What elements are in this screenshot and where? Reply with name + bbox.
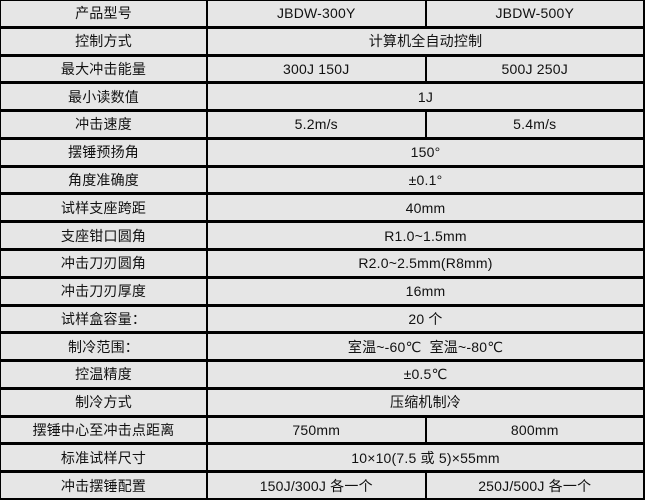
spec-label-pendulum-config: 冲击摆锤配置 (1, 473, 206, 498)
spec-label-product-model: 产品型号 (1, 1, 206, 26)
spec-value-control-mode: 计算机全自动控制 (208, 28, 643, 54)
spec-value-cooling-method: 压缩机制冷 (208, 389, 643, 415)
spec-value-pendulum-config-500y: 250J/500J 各一个 (426, 473, 643, 498)
spec-value-support-jaw-radius: R1.0~1.5mm (208, 223, 643, 248)
spec-value-cooling-range: 室温~-60℃ 室温~-80℃ (208, 334, 643, 360)
spec-value-blade-radius: R2.0~2.5mm(R8mm) (208, 251, 643, 276)
spec-value-speed-500y: 5.4m/s (426, 112, 643, 137)
spec-label-blade-radius: 冲击刀刃圆角 (1, 251, 206, 276)
spec-value-min-reading: 1J (208, 84, 643, 110)
spec-label-max-impact-energy: 最大冲击能量 (1, 56, 206, 82)
spec-value-standard-sample-size: 10×10(7.5 或 5)×55mm (208, 445, 643, 471)
spec-label-min-reading: 最小读数值 (1, 84, 206, 110)
spec-label-support-span: 试样支座跨距 (1, 195, 206, 221)
spec-label-impact-speed: 冲击速度 (1, 112, 206, 137)
spec-label-control-mode: 控制方式 (1, 28, 206, 54)
spec-value-angle-accuracy: ±0.1° (208, 167, 643, 193)
spec-value-max-energy-500y: 500J 250J (426, 56, 643, 82)
spec-value-model-500y: JBDW-500Y (426, 1, 643, 26)
spec-label-pendulum-pre-angle: 摆锤预扬角 (1, 139, 206, 165)
spec-value-temp-control-accuracy: ±0.5℃ (208, 362, 643, 387)
spec-value-model-300y: JBDW-300Y (208, 1, 425, 26)
spec-value-distance-300y: 750mm (208, 417, 425, 443)
spec-label-pendulum-center-distance: 摆锤中心至冲击点距离 (1, 417, 206, 443)
spec-value-blade-thickness: 16mm (208, 278, 643, 304)
spec-value-support-span: 40mm (208, 195, 643, 221)
spec-label-cooling-range: 制冷范围： (1, 334, 206, 360)
spec-label-blade-thickness: 冲击刀刃厚度 (1, 278, 206, 304)
spec-value-speed-300y: 5.2m/s (208, 112, 425, 137)
spec-label-standard-sample-size: 标准试样尺寸 (1, 445, 206, 471)
spec-label-angle-accuracy: 角度准确度 (1, 167, 206, 193)
spec-value-max-energy-300y: 300J 150J (208, 56, 425, 82)
spec-value-pendulum-pre-angle: 150° (208, 139, 643, 165)
spec-label-sample-box-capacity: 试样盒容量： (1, 306, 206, 332)
spec-label-temp-control-accuracy: 控温精度 (1, 362, 206, 387)
spec-label-cooling-method: 制冷方式 (1, 389, 206, 415)
spec-value-distance-500y: 800mm (426, 417, 643, 443)
spec-label-support-jaw-radius: 支座钳口圆角 (1, 223, 206, 248)
spec-value-sample-box-capacity: 20 个 (208, 306, 643, 332)
spec-value-pendulum-config-300y: 150J/300J 各一个 (208, 473, 425, 498)
